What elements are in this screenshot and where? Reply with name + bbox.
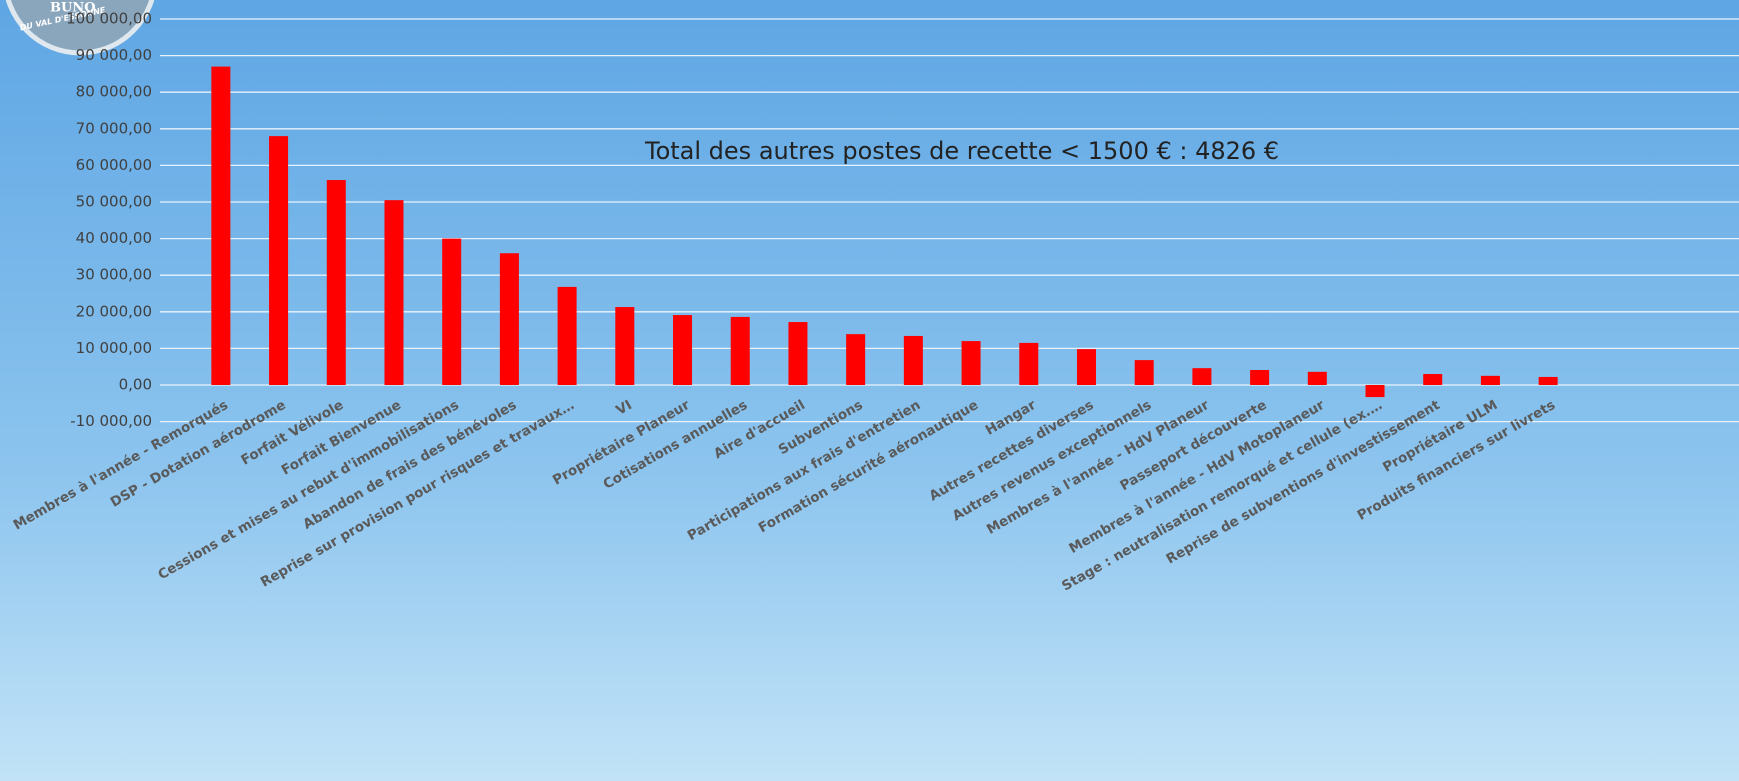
logo-badge	[5, 0, 155, 56]
bar	[1307, 371, 1327, 385]
y-tick-label: -10 000,00	[70, 412, 152, 430]
bar	[1423, 374, 1443, 385]
logo-name: BUNO	[50, 1, 96, 16]
bar	[326, 180, 346, 385]
y-tick-label: 90 000,00	[76, 46, 152, 64]
bar	[384, 200, 404, 385]
annotation: Total des autres postes de recette < 150…	[644, 137, 1279, 165]
bar	[788, 322, 808, 385]
bar	[1538, 376, 1558, 385]
bar	[1076, 349, 1096, 385]
y-tick-label: 40 000,00	[76, 229, 152, 247]
bar	[1365, 385, 1385, 398]
bar	[269, 136, 289, 385]
bar	[442, 238, 462, 385]
bar	[1019, 342, 1039, 385]
x-tick-label: VI	[613, 397, 634, 419]
bar	[1250, 369, 1270, 385]
y-tick-label: 100 000,00	[66, 10, 152, 28]
bar	[846, 334, 866, 385]
y-tick-label: 80 000,00	[76, 83, 152, 101]
bar	[961, 341, 981, 385]
y-tick-label: 10 000,00	[76, 339, 152, 357]
bar	[615, 307, 635, 385]
bar	[557, 286, 577, 385]
y-tick-label: 50 000,00	[76, 193, 152, 211]
bar	[1480, 375, 1500, 385]
y-tick-label: 70 000,00	[76, 119, 152, 137]
y-tick-label: 0,00	[119, 376, 152, 394]
bar	[499, 253, 519, 385]
y-tick-label: 60 000,00	[76, 156, 152, 174]
bar	[730, 316, 750, 385]
bar	[903, 335, 923, 385]
bar	[211, 66, 231, 385]
y-tick-label: 30 000,00	[76, 266, 152, 284]
logo: BUNO DU VAL D'ESSONNE	[5, 0, 155, 56]
bar	[673, 315, 693, 385]
y-tick-label: 20 000,00	[76, 302, 152, 320]
bar	[1192, 368, 1212, 385]
bar	[1134, 360, 1154, 385]
